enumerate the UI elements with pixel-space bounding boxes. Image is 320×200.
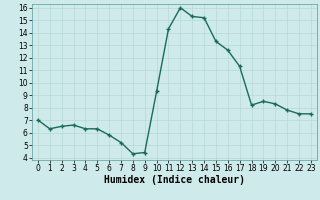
- X-axis label: Humidex (Indice chaleur): Humidex (Indice chaleur): [104, 175, 245, 185]
